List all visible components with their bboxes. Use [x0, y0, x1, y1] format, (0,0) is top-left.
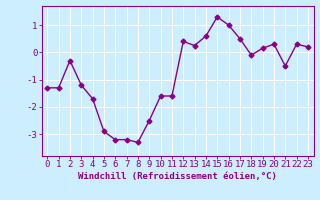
X-axis label: Windchill (Refroidissement éolien,°C): Windchill (Refroidissement éolien,°C) [78, 172, 277, 181]
